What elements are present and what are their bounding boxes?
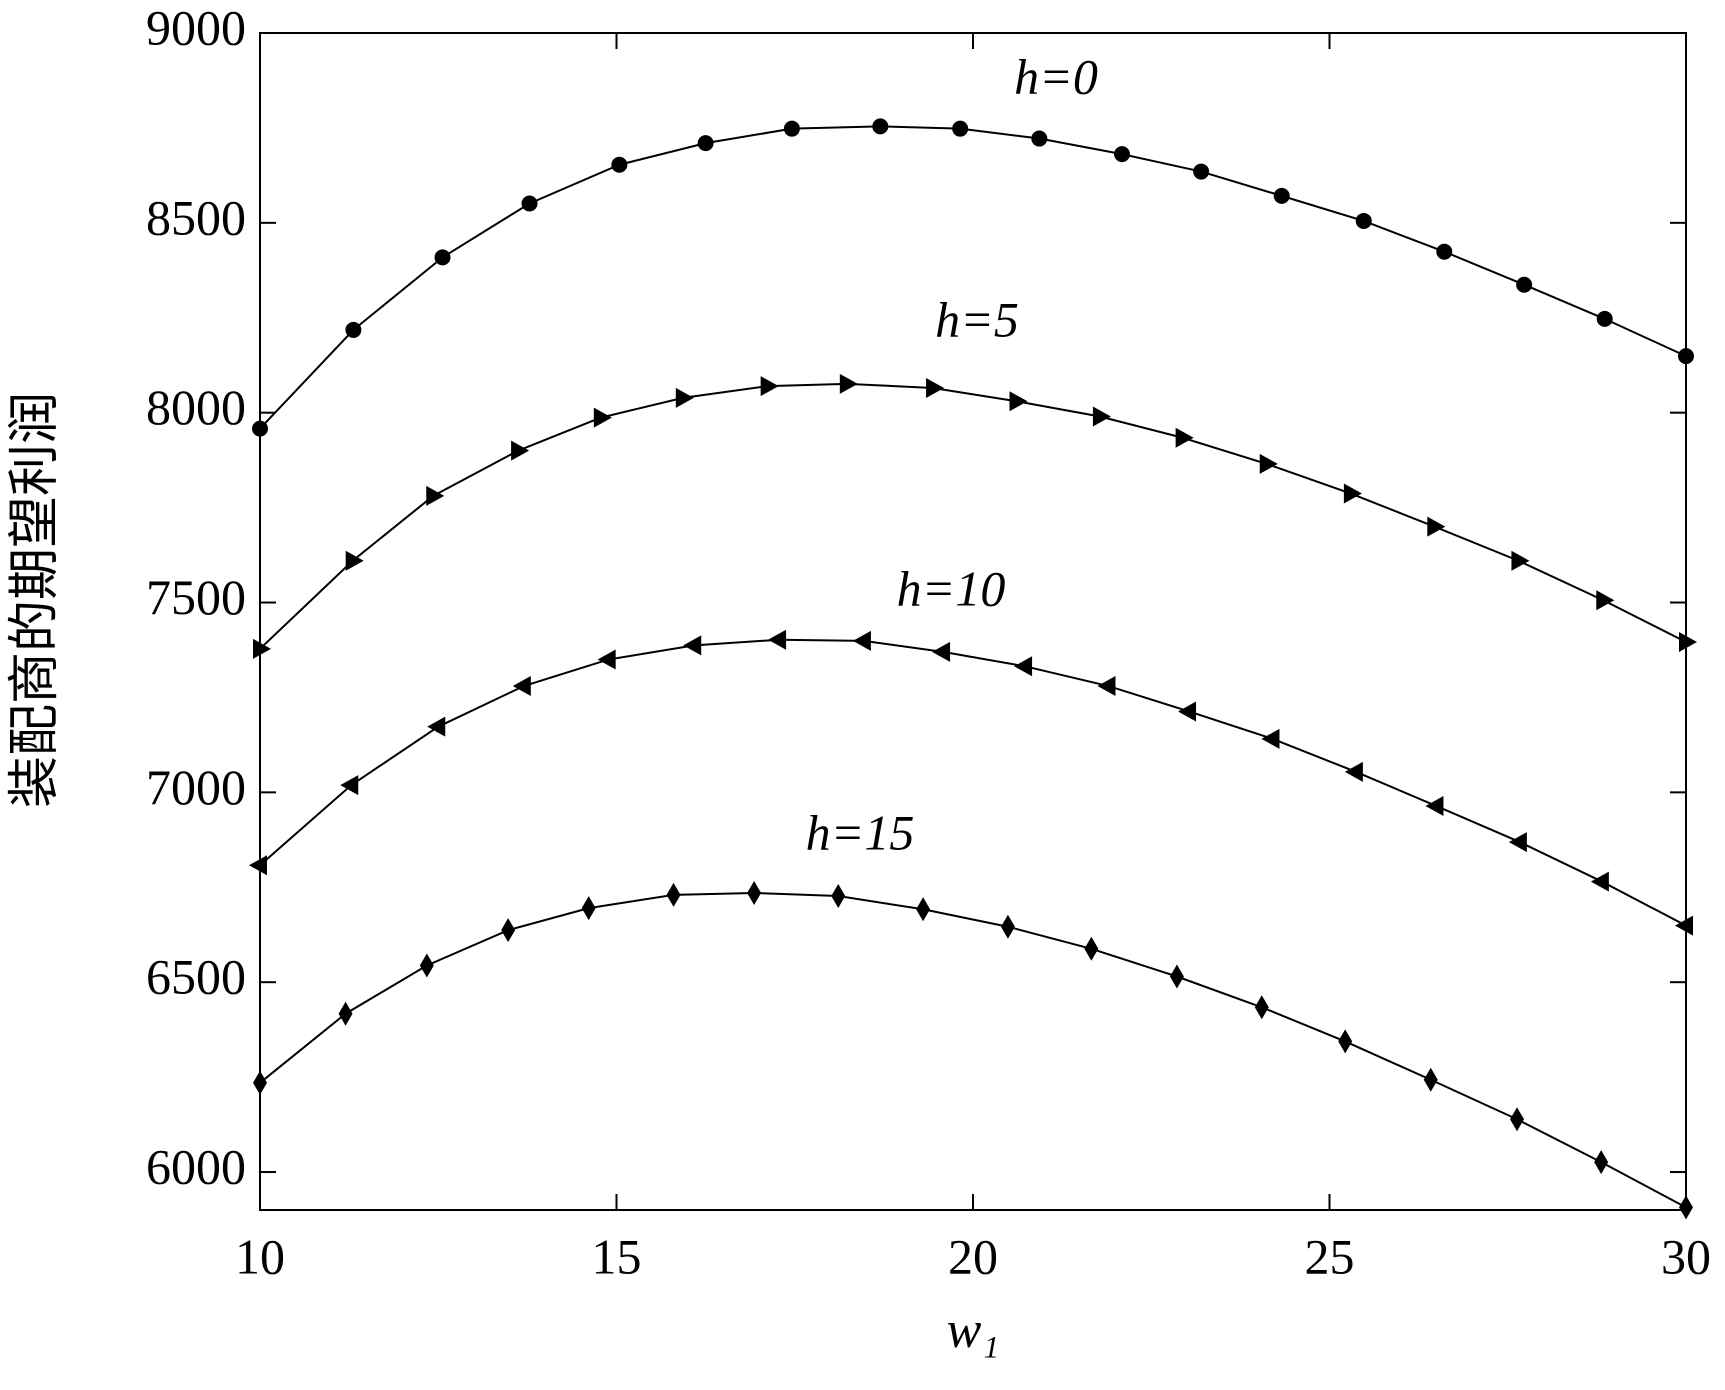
point-marker bbox=[747, 880, 762, 905]
point-marker bbox=[1259, 453, 1278, 474]
point-marker bbox=[1596, 590, 1615, 611]
series-label: h=15 bbox=[806, 804, 915, 860]
point-marker bbox=[1423, 1067, 1438, 1092]
point-marker bbox=[512, 676, 531, 697]
point-marker bbox=[1178, 701, 1197, 722]
point-marker bbox=[1510, 1107, 1525, 1132]
point-marker bbox=[831, 884, 846, 909]
point-marker bbox=[1254, 995, 1269, 1020]
plot-frame bbox=[259, 32, 1687, 1211]
point-marker bbox=[611, 156, 628, 173]
series-line bbox=[259, 891, 1687, 1209]
y-tick-label: 9000 bbox=[146, 0, 246, 55]
point-marker bbox=[338, 1001, 353, 1026]
point-marker bbox=[697, 135, 714, 152]
point-marker bbox=[1193, 163, 1210, 180]
point-marker bbox=[501, 918, 516, 943]
point-marker bbox=[1114, 146, 1131, 163]
point-marker bbox=[675, 387, 694, 408]
x-tick-label: 10 bbox=[235, 1228, 285, 1284]
point-marker bbox=[1596, 310, 1613, 327]
point-marker bbox=[249, 855, 267, 876]
series-line bbox=[259, 125, 1687, 430]
point-marker bbox=[1516, 276, 1533, 293]
point-marker bbox=[683, 635, 702, 656]
point-marker bbox=[1014, 656, 1033, 677]
point-marker bbox=[1338, 1029, 1353, 1054]
y-tick-label: 8000 bbox=[146, 379, 246, 435]
point-marker bbox=[1590, 871, 1609, 892]
point-marker bbox=[340, 775, 359, 796]
y-tick-label: 7000 bbox=[146, 759, 246, 815]
y-tick-label: 6500 bbox=[146, 949, 246, 1005]
point-marker bbox=[916, 897, 931, 922]
point-marker bbox=[1594, 1150, 1609, 1175]
point-marker bbox=[1031, 130, 1048, 147]
point-marker bbox=[1009, 391, 1028, 412]
point-marker bbox=[1344, 761, 1363, 782]
point-marker bbox=[434, 249, 451, 266]
point-marker bbox=[345, 321, 362, 338]
point-marker bbox=[511, 440, 530, 461]
point-marker bbox=[1675, 915, 1693, 936]
point-marker bbox=[768, 629, 787, 650]
point-marker bbox=[760, 376, 779, 397]
y-tick-label: 7500 bbox=[146, 569, 246, 625]
point-marker bbox=[1169, 964, 1184, 989]
point-marker bbox=[666, 882, 681, 907]
y-tick-label: 6000 bbox=[146, 1139, 246, 1195]
x-axis-label: w₁ bbox=[947, 1302, 1000, 1359]
x-tick-label: 30 bbox=[1661, 1228, 1711, 1284]
x-tick-label: 15 bbox=[592, 1228, 642, 1284]
point-marker bbox=[521, 195, 538, 212]
point-marker bbox=[1175, 427, 1194, 448]
series-label: h=5 bbox=[935, 291, 1019, 347]
point-marker bbox=[345, 550, 364, 571]
x-tick-label: 25 bbox=[1305, 1228, 1355, 1284]
series-label: h=10 bbox=[897, 560, 1006, 616]
point-marker bbox=[872, 118, 889, 135]
point-marker bbox=[1436, 243, 1453, 260]
y-tick-label: 8500 bbox=[146, 189, 246, 245]
point-marker bbox=[852, 630, 871, 651]
point-marker bbox=[1511, 550, 1530, 571]
series-line bbox=[259, 382, 1687, 650]
point-marker bbox=[253, 638, 271, 659]
series-line bbox=[259, 638, 1687, 927]
point-marker bbox=[597, 649, 616, 670]
point-marker bbox=[419, 953, 434, 978]
point-marker bbox=[783, 120, 800, 137]
point-marker bbox=[1084, 936, 1099, 961]
point-marker bbox=[1092, 406, 1111, 427]
point-marker bbox=[1425, 796, 1444, 817]
point-marker bbox=[1261, 728, 1280, 749]
point-marker bbox=[839, 373, 858, 394]
point-marker bbox=[952, 120, 969, 137]
point-marker bbox=[427, 716, 446, 737]
point-marker bbox=[426, 485, 445, 506]
point-marker bbox=[1355, 212, 1372, 229]
point-marker bbox=[252, 420, 268, 437]
point-marker bbox=[1427, 516, 1446, 537]
point-marker bbox=[1679, 1195, 1693, 1220]
point-marker bbox=[926, 377, 945, 398]
point-marker bbox=[1508, 832, 1527, 853]
y-axis-label: 装配商的期望利润 bbox=[7, 392, 64, 808]
point-marker bbox=[581, 896, 596, 921]
point-marker bbox=[253, 1070, 267, 1095]
point-marker bbox=[1000, 914, 1015, 939]
point-marker bbox=[593, 407, 612, 428]
point-marker bbox=[1097, 676, 1116, 697]
point-marker bbox=[1273, 187, 1290, 204]
series-label: h=0 bbox=[1014, 48, 1098, 104]
x-tick-label: 20 bbox=[948, 1228, 998, 1284]
point-marker bbox=[932, 641, 951, 662]
point-marker bbox=[1343, 483, 1362, 504]
point-marker bbox=[1679, 632, 1697, 653]
point-marker bbox=[1678, 348, 1694, 365]
